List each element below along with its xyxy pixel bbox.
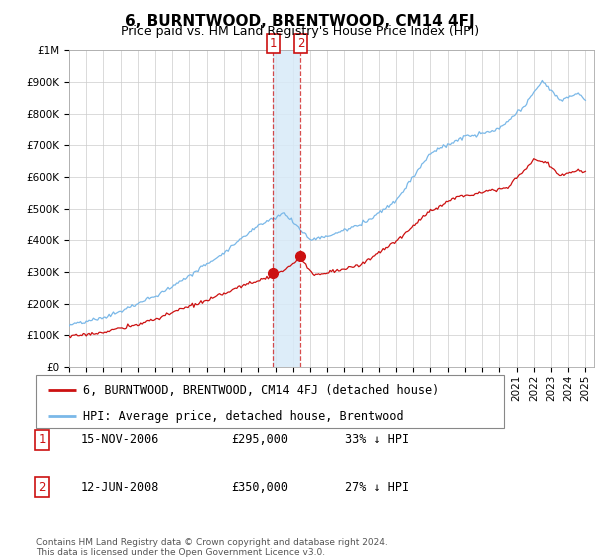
Text: £350,000: £350,000 — [231, 480, 288, 494]
Text: 12-JUN-2008: 12-JUN-2008 — [81, 480, 160, 494]
Text: 6, BURNTWOOD, BRENTWOOD, CM14 4FJ (detached house): 6, BURNTWOOD, BRENTWOOD, CM14 4FJ (detac… — [83, 384, 439, 396]
Bar — [274, 50, 301, 367]
Text: 1: 1 — [38, 433, 46, 446]
Text: Contains HM Land Registry data © Crown copyright and database right 2024.
This d: Contains HM Land Registry data © Crown c… — [36, 538, 388, 557]
FancyBboxPatch shape — [36, 375, 504, 428]
Text: HPI: Average price, detached house, Brentwood: HPI: Average price, detached house, Bren… — [83, 410, 403, 423]
Text: £295,000: £295,000 — [231, 433, 288, 446]
Text: Price paid vs. HM Land Registry's House Price Index (HPI): Price paid vs. HM Land Registry's House … — [121, 25, 479, 38]
Text: 33% ↓ HPI: 33% ↓ HPI — [345, 433, 409, 446]
Text: 1: 1 — [269, 38, 277, 50]
Text: 27% ↓ HPI: 27% ↓ HPI — [345, 480, 409, 494]
Text: 2: 2 — [38, 480, 46, 494]
Text: 2: 2 — [296, 38, 304, 50]
Text: 6, BURNTWOOD, BRENTWOOD, CM14 4FJ: 6, BURNTWOOD, BRENTWOOD, CM14 4FJ — [125, 14, 475, 29]
Text: 15-NOV-2006: 15-NOV-2006 — [81, 433, 160, 446]
